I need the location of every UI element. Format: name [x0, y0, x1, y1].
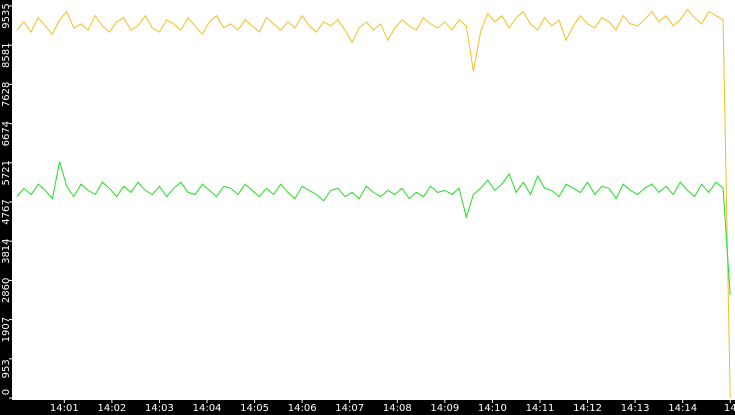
- y-tick-label: 7628: [1, 82, 12, 107]
- x-tick-label: 14:05: [240, 403, 269, 414]
- y-tick-label: 4767: [1, 199, 12, 224]
- x-tick-label: 14:11: [526, 403, 555, 414]
- x-axis-strip: [0, 400, 735, 415]
- x-tick-label: 14:08: [383, 403, 412, 414]
- x-tick-label: 14:10: [478, 403, 507, 414]
- y-tick-label: 3814: [1, 238, 12, 263]
- x-tick-label: 14:14: [668, 403, 697, 414]
- y-axis-strip: [0, 0, 12, 415]
- y-tick-label: 8581: [1, 42, 12, 67]
- x-tick-label: 14:13: [621, 403, 650, 414]
- x-tick-label: 14:12: [573, 403, 602, 414]
- y-tick-label: 6674: [1, 121, 12, 146]
- x-tick-label: 14:09: [430, 403, 459, 414]
- y-tick-label: 1907: [1, 317, 12, 342]
- x-tick-label: 14:07: [335, 403, 364, 414]
- y-tick-label: 5721: [1, 160, 12, 185]
- y-tick-label: 953: [1, 359, 12, 378]
- x-tick-label: 14:03: [145, 403, 174, 414]
- x-tick-label: 14:01: [50, 403, 79, 414]
- series-line: [16, 161, 731, 296]
- x-tick-label: 14:06: [288, 403, 317, 414]
- y-tick-label: 2860: [1, 278, 12, 303]
- x-tick-label: 14:04: [193, 403, 222, 414]
- x-tick-label: 14: [724, 403, 735, 414]
- y-tick-label: 0: [1, 389, 12, 395]
- series-line: [16, 8, 731, 399]
- x-tick-label: 14:02: [97, 403, 126, 414]
- y-tick-label: 9535: [1, 3, 12, 28]
